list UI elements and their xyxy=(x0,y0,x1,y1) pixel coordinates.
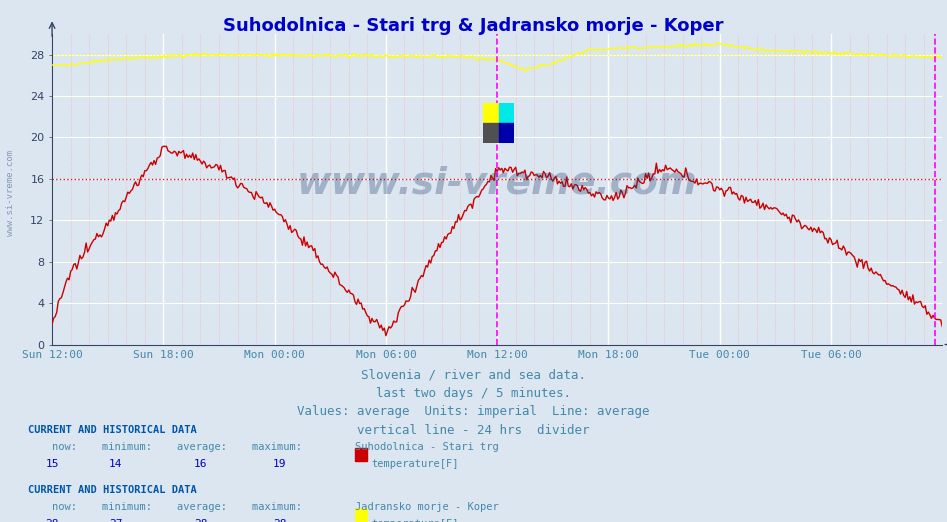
Text: 28: 28 xyxy=(194,519,207,522)
Polygon shape xyxy=(483,103,499,123)
Text: Mon 18:00: Mon 18:00 xyxy=(578,350,639,360)
Polygon shape xyxy=(483,123,499,143)
Text: Sun 18:00: Sun 18:00 xyxy=(133,350,194,360)
Text: www.si-vreme.com: www.si-vreme.com xyxy=(6,150,15,236)
Text: temperature[F]: temperature[F] xyxy=(371,519,458,522)
Text: temperature[F]: temperature[F] xyxy=(371,459,458,469)
Text: Slovenia / river and sea data.
last two days / 5 minutes.
Values: average  Units: Slovenia / river and sea data. last two … xyxy=(297,368,650,436)
Text: Mon 00:00: Mon 00:00 xyxy=(244,350,305,360)
Text: CURRENT AND HISTORICAL DATA: CURRENT AND HISTORICAL DATA xyxy=(28,485,197,495)
Text: Suhodolnica - Stari trg & Jadransko morje - Koper: Suhodolnica - Stari trg & Jadransko morj… xyxy=(223,17,724,35)
Text: 15: 15 xyxy=(45,459,59,469)
Text: 16: 16 xyxy=(194,459,207,469)
Text: 28: 28 xyxy=(45,519,59,522)
Text: www.si-vreme.com: www.si-vreme.com xyxy=(296,165,698,201)
Polygon shape xyxy=(499,103,514,123)
Text: Mon 12:00: Mon 12:00 xyxy=(467,350,527,360)
Text: 28: 28 xyxy=(273,519,286,522)
Text: Tue 06:00: Tue 06:00 xyxy=(800,350,862,360)
Polygon shape xyxy=(499,123,514,143)
Text: CURRENT AND HISTORICAL DATA: CURRENT AND HISTORICAL DATA xyxy=(28,425,197,435)
Text: 14: 14 xyxy=(109,459,122,469)
Text: 27: 27 xyxy=(109,519,122,522)
Text: Mon 06:00: Mon 06:00 xyxy=(355,350,417,360)
Text: Sun 12:00: Sun 12:00 xyxy=(22,350,82,360)
Text: 19: 19 xyxy=(273,459,286,469)
Text: Tue 00:00: Tue 00:00 xyxy=(689,350,750,360)
Text: now:    minimum:    average:    maximum:: now: minimum: average: maximum: xyxy=(52,502,302,512)
Text: Suhodolnica - Stari trg: Suhodolnica - Stari trg xyxy=(355,442,499,452)
Text: Jadransko morje - Koper: Jadransko morje - Koper xyxy=(355,502,499,512)
Text: now:    minimum:    average:    maximum:: now: minimum: average: maximum: xyxy=(52,442,302,452)
